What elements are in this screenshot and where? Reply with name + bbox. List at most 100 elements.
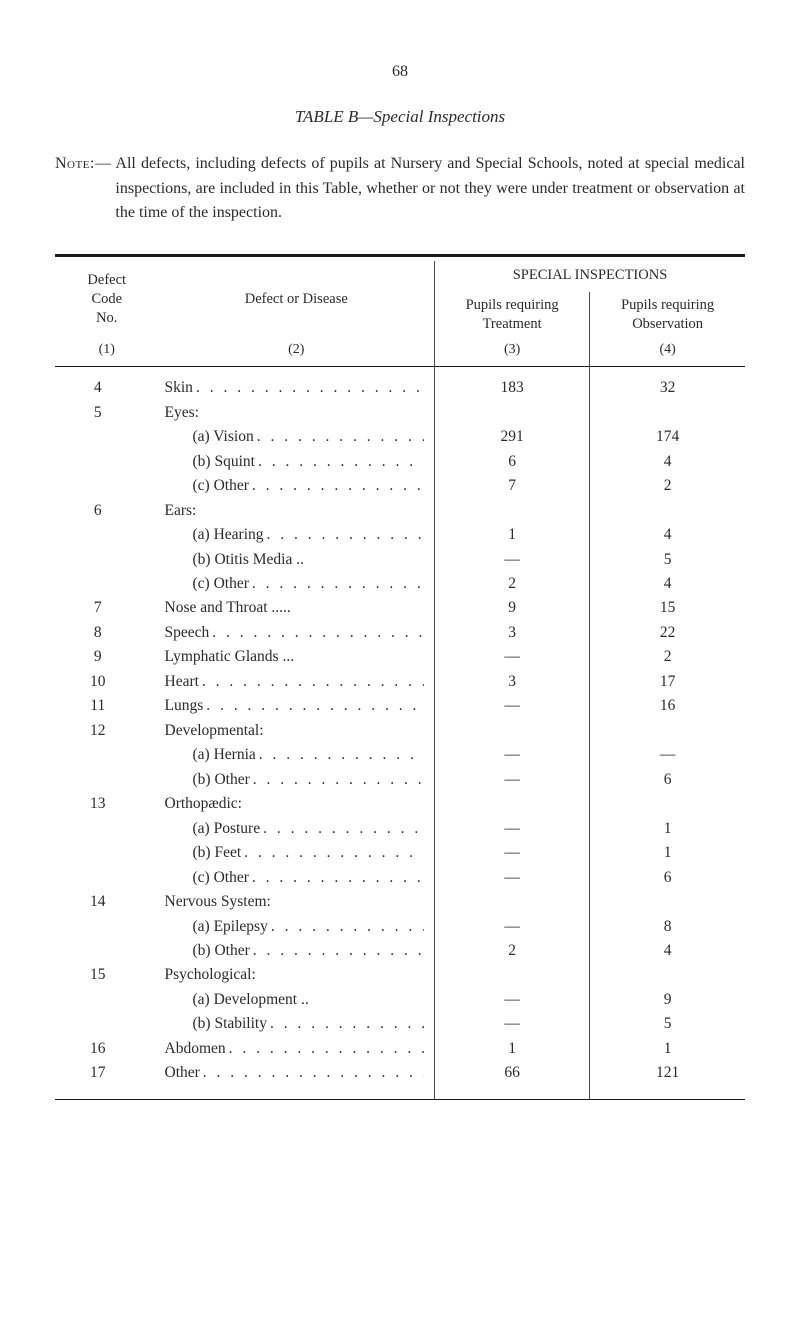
- cell-treatment: 9: [435, 596, 590, 620]
- cell-code: [55, 817, 159, 841]
- cell-code: 7: [55, 596, 159, 620]
- cell-observation: 22: [590, 621, 745, 645]
- cell-defect: (b) Feet. . . . . . . . . . . . . . . . …: [159, 841, 435, 865]
- table-row: 12Developmental:: [55, 719, 745, 743]
- cell-defect: Lungs. . . . . . . . . . . . . . . . . .…: [159, 694, 435, 718]
- cell-code: 11: [55, 694, 159, 718]
- cell-code: [55, 768, 159, 792]
- cell-defect: (c) Other. . . . . . . . . . . . . . . .…: [159, 572, 435, 596]
- cell-observation: 15: [590, 596, 745, 620]
- cell-defect: Lymphatic Glands ...: [159, 645, 435, 669]
- cell-defect: (c) Other. . . . . . . . . . . . . . . .…: [159, 474, 435, 498]
- cell-observation: 8: [590, 915, 745, 939]
- cell-treatment: [435, 719, 590, 743]
- cell-observation: 1: [590, 1037, 745, 1061]
- cell-code: 12: [55, 719, 159, 743]
- cell-observation: [590, 963, 745, 987]
- table-row: 8Speech. . . . . . . . . . . . . . . . .…: [55, 621, 745, 645]
- table-row: (b) Otitis Media ..—5: [55, 548, 745, 572]
- cell-defect: (a) Epilepsy. . . . . . . . . . . . . . …: [159, 915, 435, 939]
- cell-code: [55, 841, 159, 865]
- cell-treatment: [435, 401, 590, 425]
- cell-code: [55, 988, 159, 1012]
- cell-code: [55, 523, 159, 547]
- cell-observation: 6: [590, 866, 745, 890]
- cell-observation: 4: [590, 450, 745, 474]
- col-header-observation-text: Pupils requiringObservation: [596, 296, 739, 334]
- cell-code: [55, 450, 159, 474]
- cell-treatment: 7: [435, 474, 590, 498]
- table-row: 14Nervous System:: [55, 890, 745, 914]
- cell-treatment: 1: [435, 523, 590, 547]
- cell-observation: [590, 499, 745, 523]
- col-num-3: (3): [435, 338, 590, 367]
- cell-code: 4: [55, 367, 159, 401]
- col-header-treatment-text: Pupils requiringTreatment: [441, 296, 583, 334]
- cell-code: 16: [55, 1037, 159, 1061]
- table-title: TABLE B—Special Inspections: [55, 105, 745, 130]
- table-row: 11Lungs. . . . . . . . . . . . . . . . .…: [55, 694, 745, 718]
- cell-treatment: [435, 499, 590, 523]
- col-header-disease-text: Defect or Disease: [165, 290, 429, 309]
- cell-treatment: 6: [435, 450, 590, 474]
- cell-defect: Nervous System:: [159, 890, 435, 914]
- table-row: 6Ears:: [55, 499, 745, 523]
- cell-defect: (a) Vision. . . . . . . . . . . . . . . …: [159, 425, 435, 449]
- cell-treatment: [435, 963, 590, 987]
- table-row: 10Heart. . . . . . . . . . . . . . . . .…: [55, 670, 745, 694]
- cell-observation: 6: [590, 768, 745, 792]
- table-row: (a) Hearing. . . . . . . . . . . . . . .…: [55, 523, 745, 547]
- table-row: 5Eyes:: [55, 401, 745, 425]
- table-row: (c) Other. . . . . . . . . . . . . . . .…: [55, 572, 745, 596]
- cell-observation: 174: [590, 425, 745, 449]
- cell-code: [55, 572, 159, 596]
- cell-treatment: —: [435, 768, 590, 792]
- table-row: (b) Other. . . . . . . . . . . . . . . .…: [55, 768, 745, 792]
- note-label: Note:—: [55, 152, 111, 226]
- cell-defect: (a) Hernia. . . . . . . . . . . . . . . …: [159, 743, 435, 767]
- cell-defect: Ears:: [159, 499, 435, 523]
- cell-treatment: 3: [435, 621, 590, 645]
- table-row: (c) Other. . . . . . . . . . . . . . . .…: [55, 474, 745, 498]
- table-row: 4Skin. . . . . . . . . . . . . . . . . .…: [55, 367, 745, 401]
- cell-observation: 4: [590, 572, 745, 596]
- cell-code: [55, 548, 159, 572]
- table-row: (b) Stability. . . . . . . . . . . . . .…: [55, 1012, 745, 1036]
- cell-observation: 9: [590, 988, 745, 1012]
- table-row: 16Abdomen. . . . . . . . . . . . . . . .…: [55, 1037, 745, 1061]
- col-header-special-text: SPECIAL INSPECTIONS: [441, 265, 739, 286]
- cell-observation: 4: [590, 523, 745, 547]
- cell-observation: 32: [590, 367, 745, 401]
- table-row: (a) Vision. . . . . . . . . . . . . . . …: [55, 425, 745, 449]
- cell-defect: Speech. . . . . . . . . . . . . . . . . …: [159, 621, 435, 645]
- cell-treatment: 183: [435, 367, 590, 401]
- cell-code: 17: [55, 1061, 159, 1098]
- cell-treatment: 3: [435, 670, 590, 694]
- inspection-table: DefectCodeNo. Defect or Disease SPECIAL …: [55, 261, 745, 1099]
- table-row: 7Nose and Throat .....915: [55, 596, 745, 620]
- cell-defect: (c) Other. . . . . . . . . . . . . . . .…: [159, 866, 435, 890]
- cell-treatment: —: [435, 988, 590, 1012]
- cell-observation: 121: [590, 1061, 745, 1098]
- cell-defect: Eyes:: [159, 401, 435, 425]
- cell-code: [55, 425, 159, 449]
- cell-treatment: —: [435, 866, 590, 890]
- cell-code: [55, 915, 159, 939]
- note-body: All defects, including defects of pupils…: [111, 152, 745, 226]
- cell-observation: 1: [590, 817, 745, 841]
- cell-treatment: —: [435, 915, 590, 939]
- cell-code: 15: [55, 963, 159, 987]
- cell-defect: Nose and Throat .....: [159, 596, 435, 620]
- cell-code: 14: [55, 890, 159, 914]
- table-row: (b) Other. . . . . . . . . . . . . . . .…: [55, 939, 745, 963]
- cell-treatment: [435, 792, 590, 816]
- table-row: (a) Epilepsy. . . . . . . . . . . . . . …: [55, 915, 745, 939]
- cell-treatment: 1: [435, 1037, 590, 1061]
- cell-defect: (a) Development ..: [159, 988, 435, 1012]
- table-row: 17Other. . . . . . . . . . . . . . . . .…: [55, 1061, 745, 1098]
- cell-treatment: —: [435, 645, 590, 669]
- cell-code: 10: [55, 670, 159, 694]
- cell-defect: Developmental:: [159, 719, 435, 743]
- cell-observation: [590, 401, 745, 425]
- col-header-code-text: DefectCodeNo.: [61, 271, 153, 328]
